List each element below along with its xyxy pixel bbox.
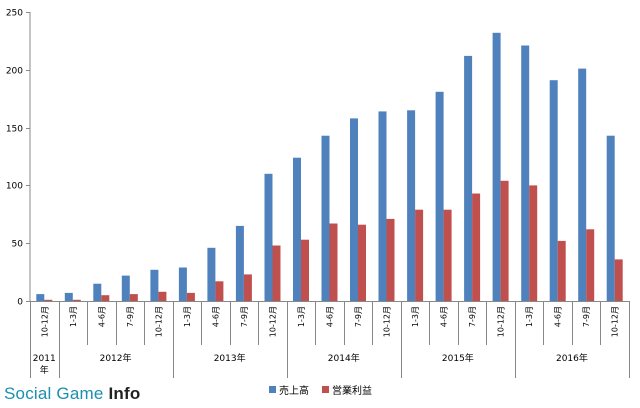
watermark-part1: Social Game xyxy=(4,384,109,403)
x-quarter-label: 7-9月 xyxy=(354,306,363,327)
x-year-label: 2014年 xyxy=(328,352,360,364)
bar-profit xyxy=(129,294,138,301)
bar-profit xyxy=(301,239,309,301)
x-year-label: 年 xyxy=(40,364,49,376)
bar-profit xyxy=(529,185,538,301)
x-quarter-label: 7-9月 xyxy=(468,306,477,327)
bar-sales xyxy=(492,32,501,302)
bar-sales xyxy=(407,110,416,301)
bar-sales xyxy=(521,45,530,301)
legend-swatch-profit xyxy=(322,386,329,393)
bar-profit xyxy=(329,223,338,301)
bar-sales xyxy=(264,173,273,301)
bar-sales xyxy=(121,275,130,301)
x-quarter-label: 1-3月 xyxy=(183,306,192,327)
x-quarter-label: 10-12月 xyxy=(611,306,620,337)
bar-sales xyxy=(36,294,45,301)
bar-sales xyxy=(578,68,587,301)
x-quarter-label: 4-6月 xyxy=(211,306,220,327)
site-watermark: Social Game Info xyxy=(4,384,140,404)
x-quarter-label: 4-6月 xyxy=(554,306,563,327)
bar-profit xyxy=(44,299,53,301)
bar-sales xyxy=(64,292,73,301)
y-tick-label: 100 xyxy=(6,182,23,192)
x-quarter-label: 1-3月 xyxy=(411,306,420,327)
bar-sales xyxy=(93,283,102,301)
bar-profit xyxy=(415,209,424,301)
y-tick-label: 250 xyxy=(6,9,23,19)
watermark-part2: Info xyxy=(108,384,141,403)
legend-label-profit: 営業利益 xyxy=(332,386,372,397)
x-quarter-label: 1-3月 xyxy=(297,306,306,327)
bar-profit xyxy=(443,209,452,301)
legend-item-profit: 営業利益 xyxy=(322,382,372,397)
bar-sales xyxy=(350,118,358,302)
bar-profit xyxy=(358,224,366,301)
bar-profit xyxy=(386,218,395,301)
bar-sales xyxy=(606,135,615,301)
bar-sales xyxy=(464,55,473,302)
bar-profit xyxy=(101,295,110,301)
y-tick-label: 0 xyxy=(17,298,23,308)
bar-profit xyxy=(243,274,252,301)
x-quarter-label: 10-12月 xyxy=(154,306,163,337)
bar-profit xyxy=(472,193,481,301)
x-quarter-label: 4-6月 xyxy=(440,306,449,327)
bar-profit xyxy=(186,292,195,301)
bar-sales xyxy=(378,111,387,302)
x-quarter-label: 7-9月 xyxy=(126,306,135,327)
x-quarter-label: 7-9月 xyxy=(582,306,591,327)
bar-profit xyxy=(215,281,224,301)
x-quarter-label: 10-12月 xyxy=(497,306,506,337)
x-quarter-label: 4-6月 xyxy=(326,306,335,327)
bar-profit xyxy=(500,180,509,301)
x-quarter-label: 10-12月 xyxy=(40,306,49,337)
bar-profit xyxy=(272,245,281,301)
x-quarter-label: 7-9月 xyxy=(240,306,249,327)
bar-sales xyxy=(321,135,330,301)
x-year-label: 2012年 xyxy=(100,352,132,364)
bar-sales xyxy=(549,80,558,301)
x-year-label: 2011 xyxy=(33,354,56,364)
x-year-label: 2015年 xyxy=(442,352,474,364)
bar-sales xyxy=(178,267,187,301)
bar-profit xyxy=(557,240,566,301)
chart-legend: 売上高 営業利益 xyxy=(0,382,640,398)
bar-profit xyxy=(586,229,595,301)
x-quarter-label: 4-6月 xyxy=(97,306,106,327)
y-tick-label: 200 xyxy=(6,67,23,77)
x-year-label: 2016年 xyxy=(556,352,588,364)
x-quarter-label: 10-12月 xyxy=(383,306,392,337)
bar-profit xyxy=(614,259,623,301)
legend-swatch-sales xyxy=(269,386,276,393)
x-quarter-label: 10-12月 xyxy=(268,306,277,337)
bar-profit xyxy=(158,291,167,301)
x-year-label: 2013年 xyxy=(214,352,246,364)
legend-label-sales: 売上高 xyxy=(279,386,309,397)
y-tick-label: 150 xyxy=(6,125,23,135)
x-quarter-label: 1-3月 xyxy=(525,306,534,327)
y-tick-label: 50 xyxy=(12,240,24,250)
bar-sales xyxy=(150,269,159,301)
legend-item-sales: 売上高 xyxy=(269,382,309,397)
x-quarter-label: 1-3月 xyxy=(69,306,78,327)
bar-profit xyxy=(72,299,81,301)
bar-sales xyxy=(435,91,444,301)
bar-sales xyxy=(235,225,244,301)
bar-sales xyxy=(207,247,216,301)
bar-sales xyxy=(293,157,301,301)
